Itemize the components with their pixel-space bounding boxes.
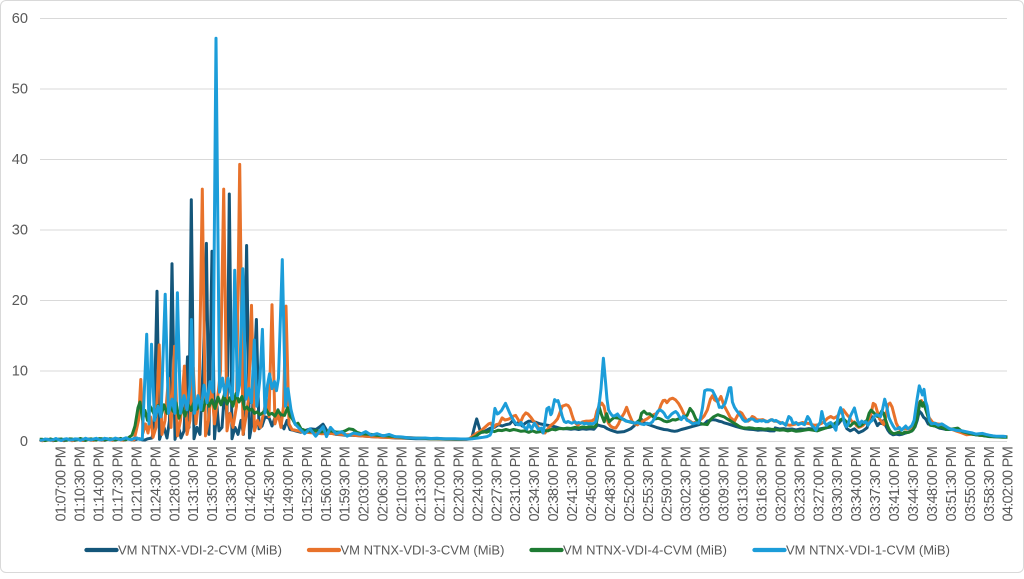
- svg-text:01:24:30 PM: 01:24:30 PM: [148, 447, 164, 522]
- svg-text:VM NTNX-VDI-3-CVM (MiB): VM NTNX-VDI-3-CVM (MiB): [341, 543, 505, 558]
- svg-text:03:02:30 PM: 03:02:30 PM: [679, 447, 695, 522]
- svg-text:01:14:00 PM: 01:14:00 PM: [92, 447, 108, 522]
- svg-text:VM NTNX-VDI-1-CVM (MiB): VM NTNX-VDI-1-CVM (MiB): [786, 543, 950, 558]
- svg-text:02:03:00 PM: 02:03:00 PM: [357, 447, 373, 522]
- svg-text:02:27:30 PM: 02:27:30 PM: [489, 447, 505, 522]
- svg-text:02:45:00 PM: 02:45:00 PM: [584, 447, 600, 522]
- svg-text:01:10:30 PM: 01:10:30 PM: [73, 447, 89, 522]
- svg-text:02:52:00 PM: 02:52:00 PM: [622, 447, 638, 522]
- svg-text:03:44:30 PM: 03:44:30 PM: [906, 447, 922, 522]
- svg-text:02:13:30 PM: 02:13:30 PM: [414, 447, 430, 522]
- svg-text:03:55:00 PM: 03:55:00 PM: [963, 447, 979, 522]
- svg-text:40: 40: [12, 152, 28, 168]
- svg-text:03:58:30 PM: 03:58:30 PM: [982, 447, 998, 522]
- svg-text:03:41:00 PM: 03:41:00 PM: [887, 447, 903, 522]
- svg-text:02:31:00 PM: 02:31:00 PM: [508, 447, 524, 522]
- svg-text:02:59:00 PM: 02:59:00 PM: [660, 447, 676, 522]
- svg-text:01:31:30 PM: 01:31:30 PM: [186, 447, 202, 522]
- svg-text:02:10:00 PM: 02:10:00 PM: [395, 447, 411, 522]
- svg-text:03:09:30 PM: 03:09:30 PM: [717, 447, 733, 522]
- svg-text:01:28:00 PM: 01:28:00 PM: [167, 447, 183, 522]
- svg-text:02:48:30 PM: 02:48:30 PM: [603, 447, 619, 522]
- svg-text:03:13:00 PM: 03:13:00 PM: [736, 447, 752, 522]
- svg-text:02:38:00 PM: 02:38:00 PM: [546, 447, 562, 522]
- svg-text:04:02:00 PM: 04:02:00 PM: [1001, 447, 1017, 522]
- svg-text:03:37:30 PM: 03:37:30 PM: [868, 447, 884, 522]
- svg-text:02:41:30 PM: 02:41:30 PM: [565, 447, 581, 522]
- svg-text:50: 50: [12, 82, 28, 98]
- svg-text:VM NTNX-VDI-4-CVM (MiB): VM NTNX-VDI-4-CVM (MiB): [563, 543, 727, 558]
- svg-text:03:34:00 PM: 03:34:00 PM: [849, 447, 865, 522]
- svg-text:02:20:30 PM: 02:20:30 PM: [451, 447, 467, 522]
- svg-text:60: 60: [12, 11, 28, 27]
- svg-text:01:59:30 PM: 01:59:30 PM: [338, 447, 354, 522]
- svg-text:01:42:00 PM: 01:42:00 PM: [243, 447, 259, 522]
- svg-text:01:07:00 PM: 01:07:00 PM: [54, 447, 70, 522]
- svg-text:03:20:00 PM: 03:20:00 PM: [773, 447, 789, 522]
- svg-text:01:52:30 PM: 01:52:30 PM: [300, 447, 316, 522]
- svg-text:02:34:30 PM: 02:34:30 PM: [527, 447, 543, 522]
- svg-text:01:56:00 PM: 01:56:00 PM: [319, 447, 335, 522]
- svg-text:01:45:30 PM: 01:45:30 PM: [262, 447, 278, 522]
- svg-text:01:49:00 PM: 01:49:00 PM: [281, 447, 297, 522]
- svg-text:01:35:00 PM: 01:35:00 PM: [205, 447, 221, 522]
- svg-text:10: 10: [12, 364, 28, 380]
- svg-text:03:30:30 PM: 03:30:30 PM: [830, 447, 846, 522]
- svg-text:30: 30: [12, 223, 28, 239]
- svg-text:02:24:00 PM: 02:24:00 PM: [470, 447, 486, 522]
- svg-text:01:21:00 PM: 01:21:00 PM: [129, 447, 145, 522]
- svg-text:VM NTNX-VDI-2-CVM (MiB): VM NTNX-VDI-2-CVM (MiB): [118, 543, 282, 558]
- svg-text:01:38:30 PM: 01:38:30 PM: [224, 447, 240, 522]
- svg-text:03:48:00 PM: 03:48:00 PM: [925, 447, 941, 522]
- svg-text:0: 0: [20, 434, 28, 450]
- svg-text:02:06:30 PM: 02:06:30 PM: [376, 447, 392, 522]
- svg-text:20: 20: [12, 293, 28, 309]
- svg-text:03:16:30 PM: 03:16:30 PM: [755, 447, 771, 522]
- svg-text:03:27:00 PM: 03:27:00 PM: [811, 447, 827, 522]
- svg-text:01:17:30 PM: 01:17:30 PM: [110, 447, 126, 522]
- svg-text:03:51:30 PM: 03:51:30 PM: [944, 447, 960, 522]
- svg-text:03:23:30 PM: 03:23:30 PM: [792, 447, 808, 522]
- svg-text:03:06:00 PM: 03:06:00 PM: [698, 447, 714, 522]
- svg-text:02:55:30 PM: 02:55:30 PM: [641, 447, 657, 522]
- svg-text:02:17:00 PM: 02:17:00 PM: [432, 447, 448, 522]
